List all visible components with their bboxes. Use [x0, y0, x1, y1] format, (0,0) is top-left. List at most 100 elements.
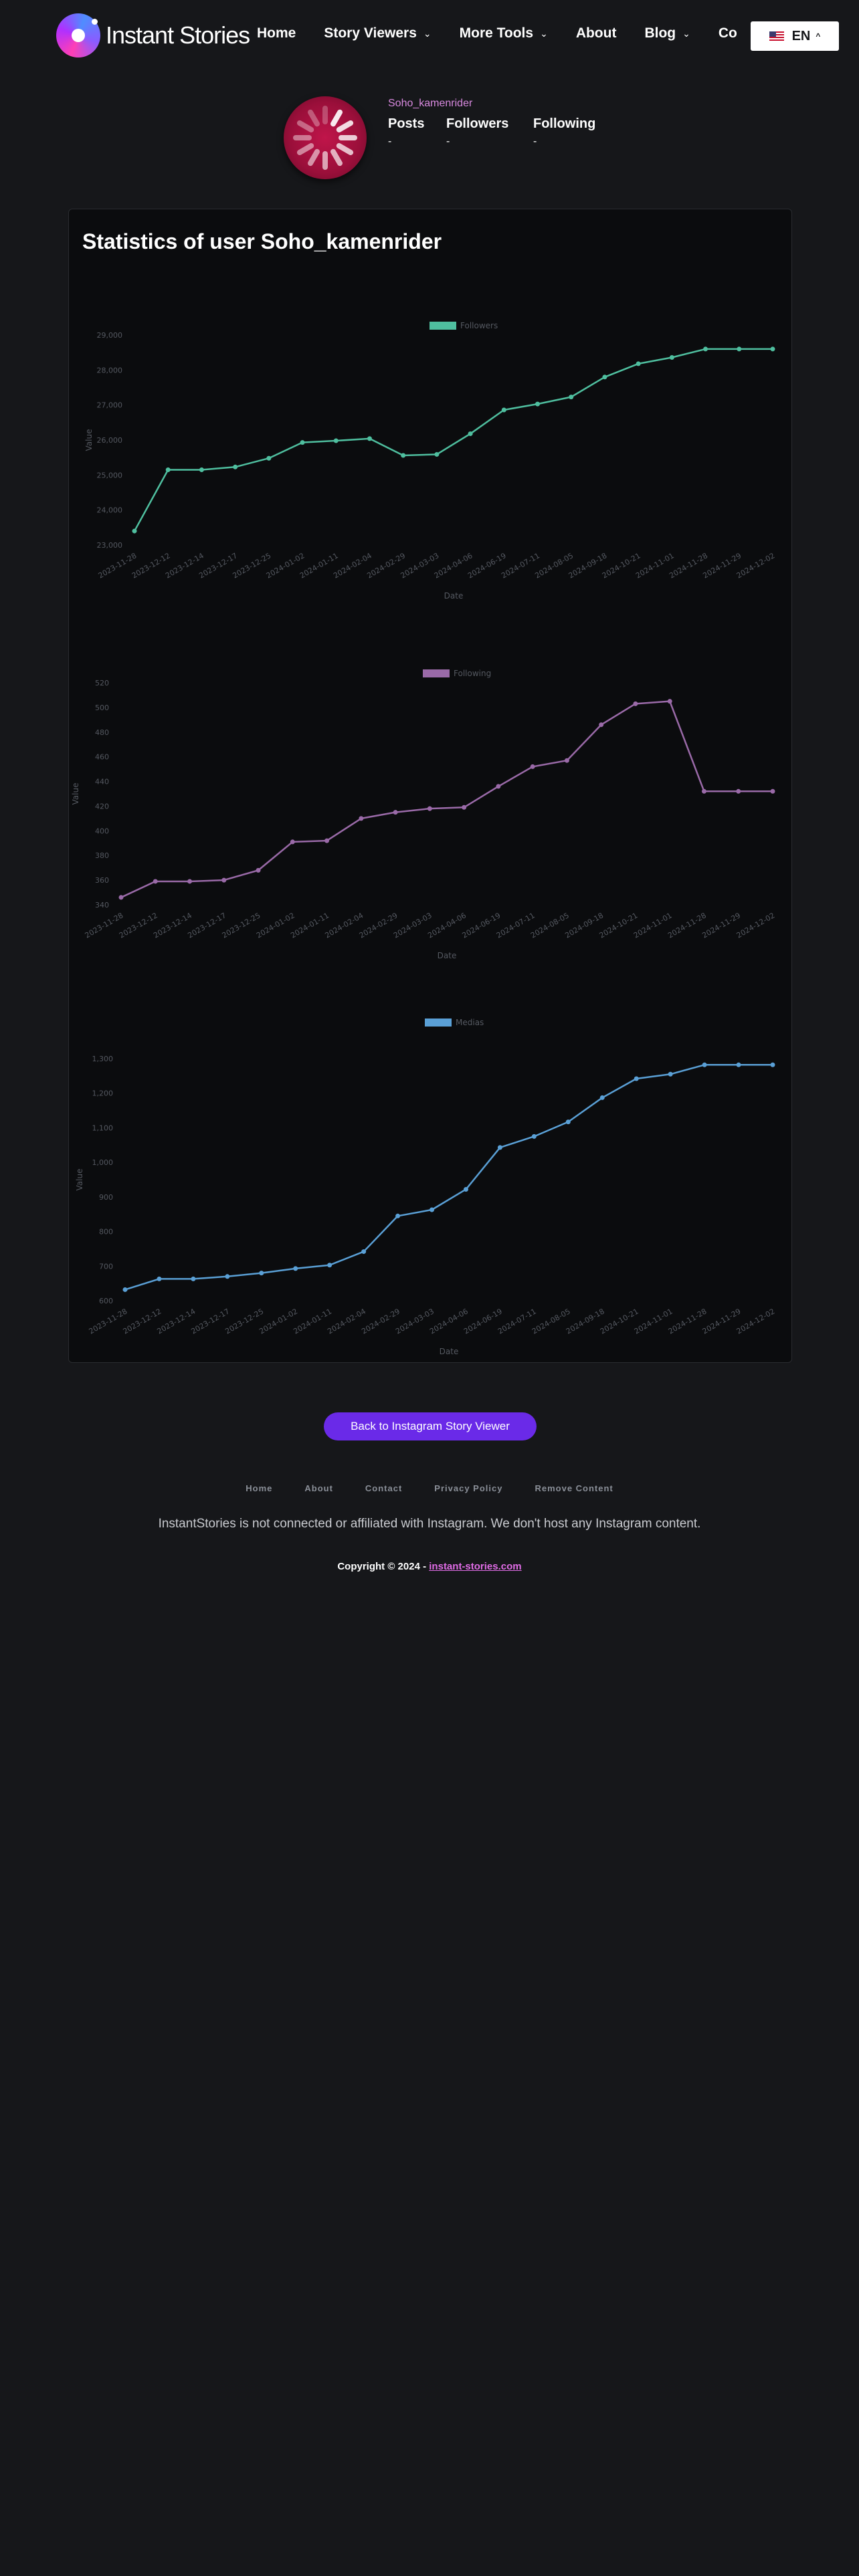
data-point[interactable]	[153, 879, 158, 884]
data-point[interactable]	[667, 699, 672, 704]
data-point[interactable]	[636, 361, 641, 366]
nav-contact[interactable]: Co	[719, 25, 737, 41]
data-point[interactable]	[293, 1266, 298, 1271]
data-point[interactable]	[199, 467, 204, 472]
y-tick-label: 1,200	[92, 1089, 114, 1098]
footer-link-about[interactable]: About	[304, 1483, 333, 1493]
data-point[interactable]	[703, 346, 708, 352]
legend-swatch[interactable]	[425, 1018, 452, 1027]
data-point[interactable]	[736, 1062, 741, 1067]
data-point[interactable]	[569, 395, 574, 400]
data-point[interactable]	[233, 464, 238, 469]
x-tick-label: 2024-01-11	[289, 911, 330, 940]
data-point[interactable]	[530, 764, 535, 769]
data-point[interactable]	[599, 1095, 605, 1100]
data-point[interactable]	[157, 1276, 162, 1281]
stat-followers-value: -	[446, 136, 450, 147]
data-point[interactable]	[256, 867, 261, 873]
back-to-story-viewer-button[interactable]: Back to Instagram Story Viewer	[324, 1412, 537, 1440]
legend-swatch[interactable]	[430, 322, 456, 330]
data-point[interactable]	[633, 701, 638, 706]
data-point[interactable]	[122, 1287, 128, 1292]
data-point[interactable]	[333, 438, 339, 443]
y-tick-label: 480	[95, 728, 109, 737]
nav-home[interactable]: Home	[257, 25, 296, 41]
data-point[interactable]	[401, 453, 406, 458]
legend-label[interactable]: Medias	[456, 1018, 484, 1027]
data-point[interactable]	[497, 1145, 502, 1150]
data-point[interactable]	[427, 806, 432, 811]
data-point[interactable]	[191, 1276, 196, 1281]
x-tick-label: 2023-12-12	[118, 911, 159, 940]
data-point[interactable]	[669, 354, 674, 360]
data-point[interactable]	[430, 1207, 435, 1212]
data-point[interactable]	[165, 467, 171, 472]
x-axis-label: Date	[438, 951, 457, 960]
data-point[interactable]	[462, 804, 467, 810]
data-point[interactable]	[327, 1263, 332, 1268]
x-tick-label: 2024-02-04	[323, 911, 365, 940]
footer-link-remove-content[interactable]: Remove Content	[535, 1483, 613, 1493]
data-point[interactable]	[266, 455, 272, 461]
data-point[interactable]	[290, 839, 295, 845]
main-nav: Home Story Viewers ⌄ More Tools ⌄ About Bl…	[257, 25, 765, 41]
data-point[interactable]	[463, 1186, 468, 1192]
data-point[interactable]	[359, 816, 364, 821]
profile-username[interactable]: Soho_kamenrider	[388, 98, 473, 109]
legend-label[interactable]: Followers	[460, 321, 498, 330]
y-tick-label: 500	[95, 704, 109, 712]
data-point[interactable]	[531, 1134, 537, 1139]
data-point[interactable]	[599, 722, 604, 728]
nav-more-tools[interactable]: More Tools ⌄	[460, 25, 548, 41]
data-point[interactable]	[702, 1062, 707, 1067]
data-point[interactable]	[602, 374, 607, 380]
brand-logo[interactable]: Instant Stories	[56, 13, 250, 58]
nav-blog[interactable]: Blog ⌄	[644, 25, 690, 41]
y-tick-label: 800	[99, 1228, 113, 1237]
loading-spinner-icon	[293, 106, 357, 170]
data-point[interactable]	[634, 1076, 639, 1081]
data-point[interactable]	[496, 784, 501, 789]
data-point[interactable]	[393, 810, 398, 815]
data-point[interactable]	[367, 436, 372, 441]
language-selector[interactable]: EN ^	[751, 21, 839, 51]
data-point[interactable]	[701, 788, 706, 794]
copyright-site-link[interactable]: instant-stories.com	[429, 1561, 522, 1572]
data-point[interactable]	[564, 758, 569, 763]
data-point[interactable]	[259, 1271, 264, 1276]
data-point[interactable]	[132, 528, 137, 534]
data-point[interactable]	[535, 401, 541, 407]
stat-following: Following -	[533, 116, 595, 148]
data-point[interactable]	[668, 1071, 673, 1077]
nav-about[interactable]: About	[576, 25, 617, 41]
spinner-bar	[296, 120, 314, 132]
data-point[interactable]	[221, 877, 227, 883]
data-point[interactable]	[770, 1062, 775, 1067]
data-point[interactable]	[565, 1119, 571, 1125]
data-point[interactable]	[434, 451, 440, 457]
footer-link-home[interactable]: Home	[246, 1483, 273, 1493]
data-point[interactable]	[770, 346, 775, 352]
spinner-bar	[330, 148, 343, 167]
data-point[interactable]	[737, 346, 742, 352]
data-point[interactable]	[468, 431, 473, 437]
data-point[interactable]	[187, 879, 193, 884]
footer-link-privacy[interactable]: Privacy Policy	[434, 1483, 503, 1493]
data-point[interactable]	[395, 1213, 401, 1218]
nav-story-viewers[interactable]: Story Viewers ⌄	[324, 25, 431, 41]
data-point[interactable]	[501, 407, 506, 413]
legend-swatch[interactable]	[423, 669, 450, 677]
data-point[interactable]	[361, 1249, 367, 1255]
spinner-bar	[339, 135, 357, 140]
footer-link-contact[interactable]: Contact	[365, 1483, 403, 1493]
stat-posts: Posts -	[388, 116, 424, 148]
x-tick-label: 2024-06-19	[461, 911, 502, 940]
legend-label[interactable]: Following	[454, 669, 491, 678]
data-point[interactable]	[736, 788, 741, 794]
data-point[interactable]	[324, 838, 330, 843]
data-point[interactable]	[118, 895, 124, 900]
x-tick-label: 2023-12-14	[152, 911, 193, 940]
data-point[interactable]	[225, 1274, 230, 1279]
data-point[interactable]	[300, 440, 305, 445]
data-point[interactable]	[770, 788, 775, 794]
